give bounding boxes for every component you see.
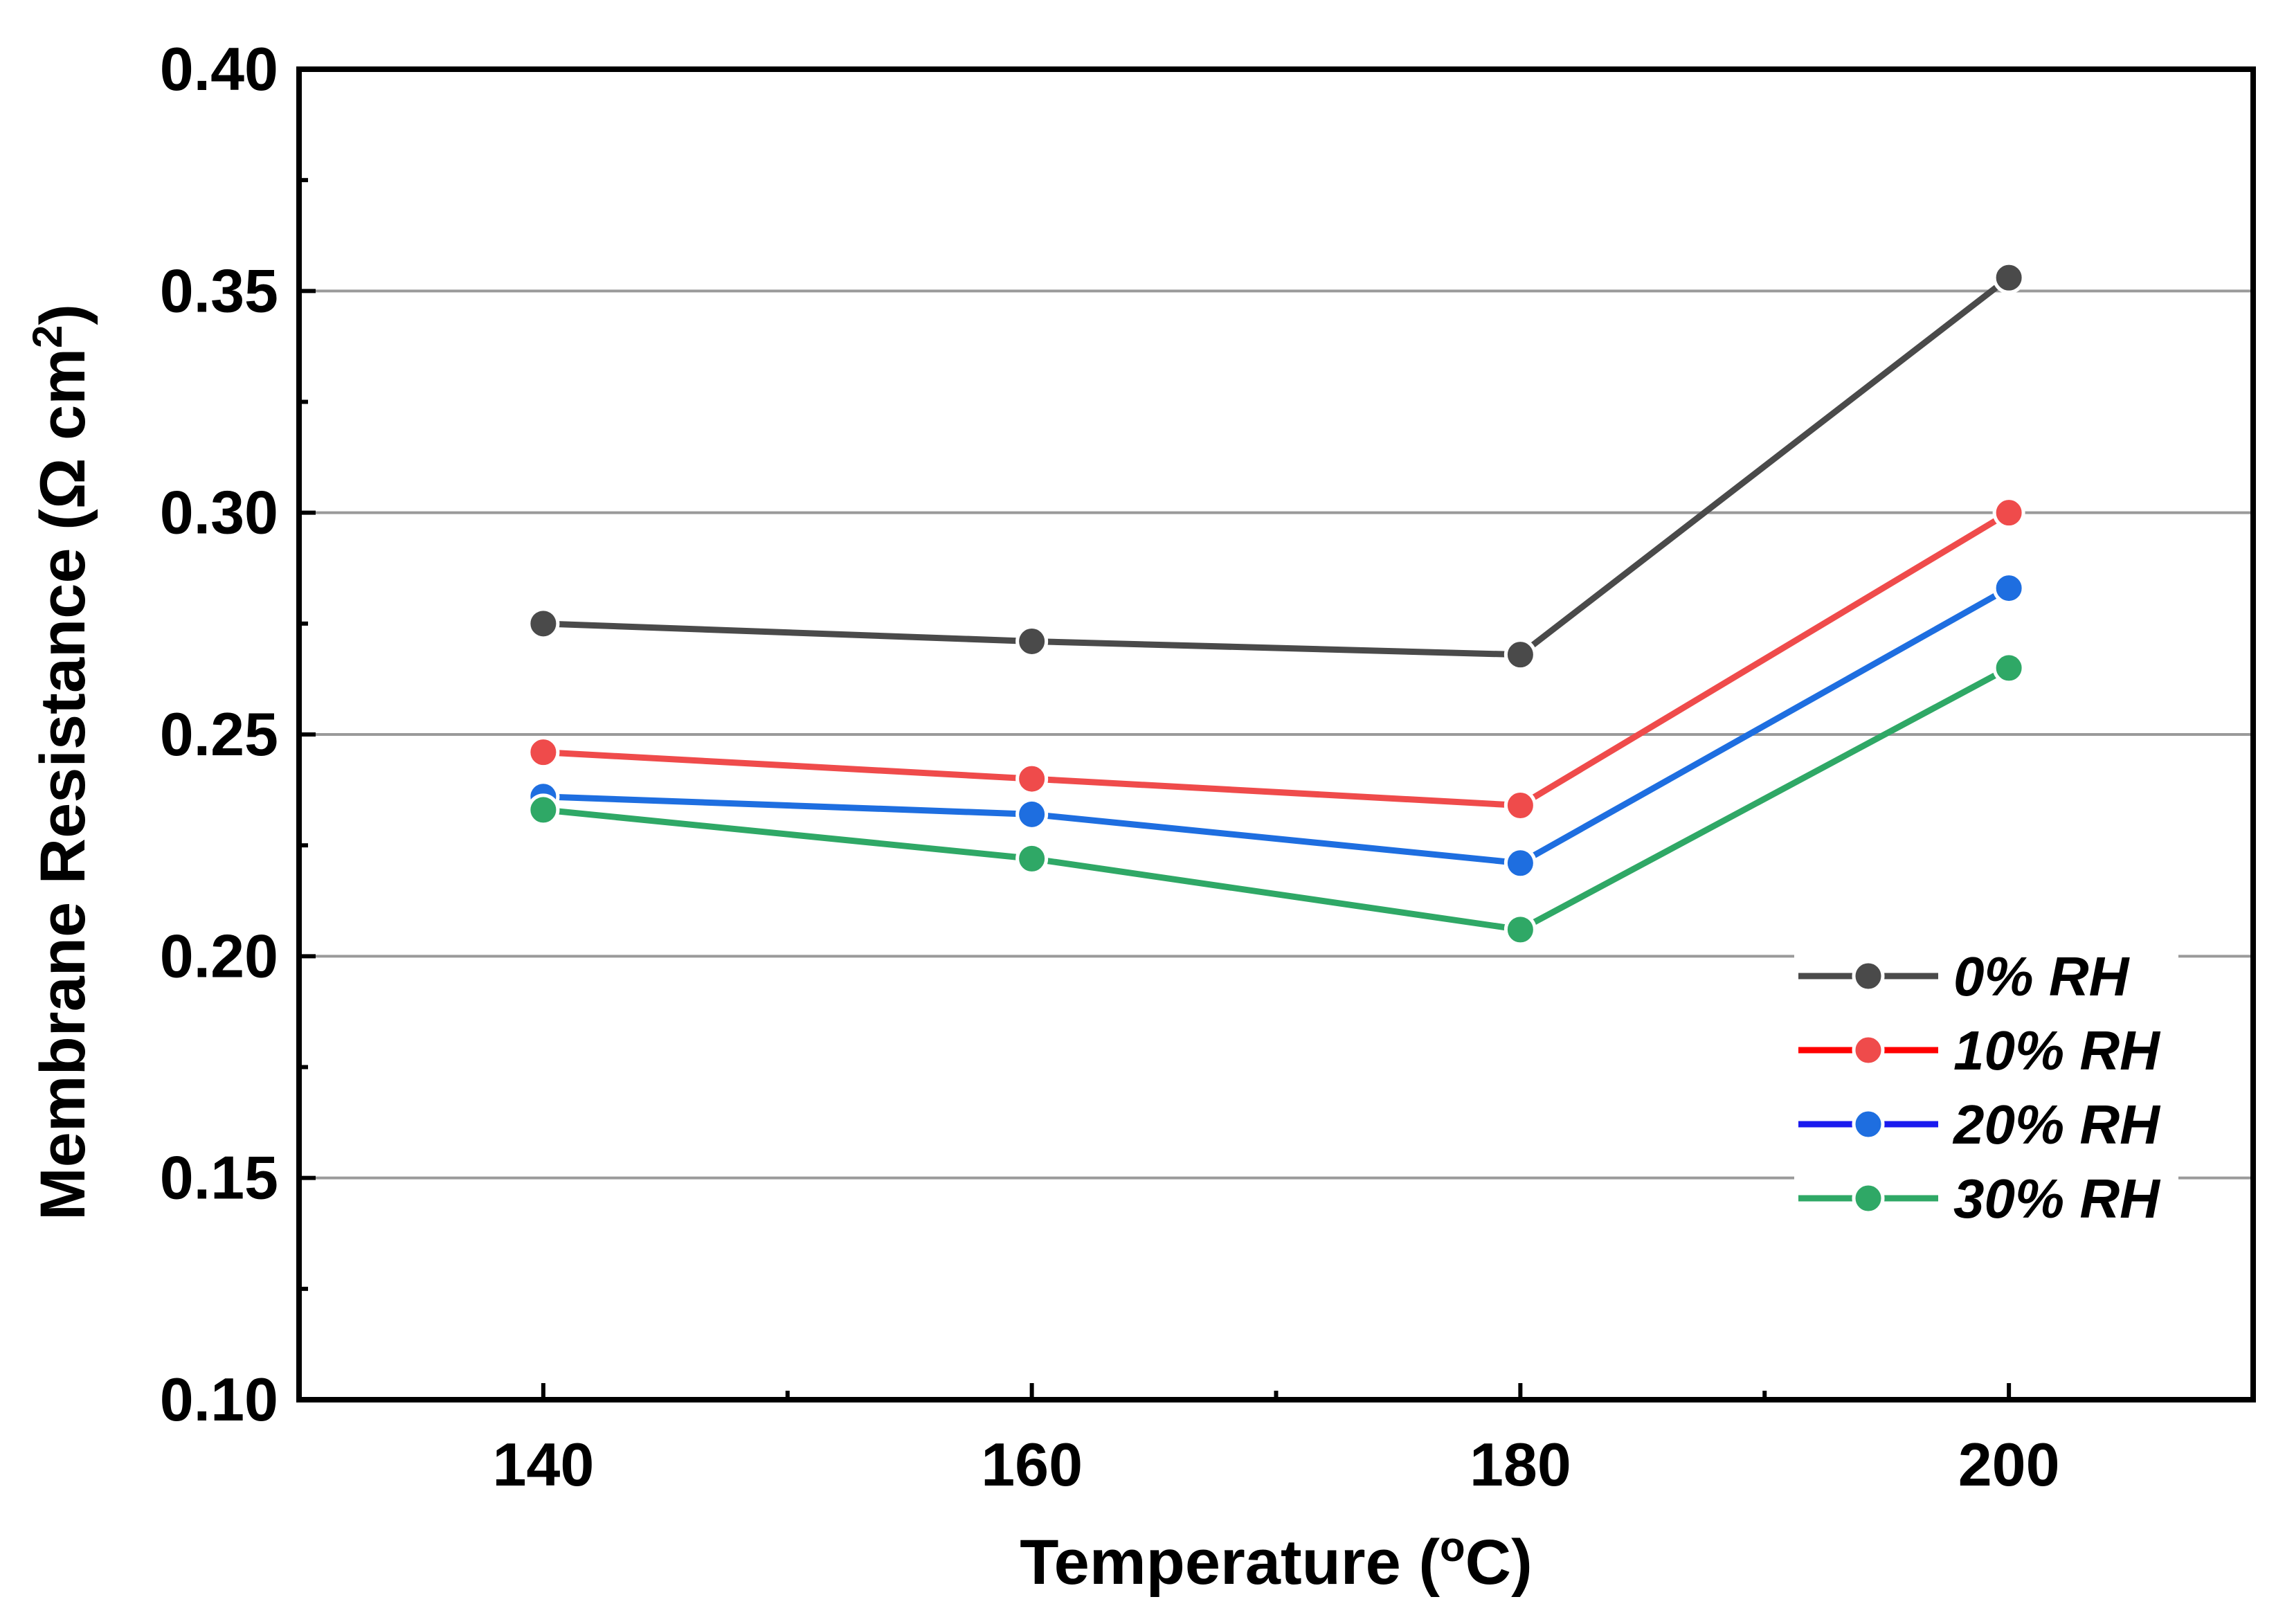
y-tick-label-0.20: 0.20: [160, 921, 278, 990]
legend-marker-0: [1852, 959, 1885, 993]
series-line-1: [543, 509, 2011, 809]
x-axis-title-main: Temperature (: [1020, 1527, 1440, 1598]
legend-label-1: 10% RH: [1953, 1020, 2161, 1081]
series-3: [527, 651, 2025, 946]
data-point: [1503, 847, 1537, 880]
x-axis-title-tail: C): [1465, 1527, 1533, 1598]
y-tick-label-0.15: 0.15: [160, 1144, 278, 1212]
tick-labels: 0.10 0.15 0.20 0.25 0.30 0.35 0.40 140 160 180 200: [160, 35, 2060, 1499]
data-point: [1503, 913, 1537, 946]
axis-ticks: [299, 67, 2012, 1402]
data-point: [1503, 638, 1537, 671]
legend: 0% RH 10% RH 20% RH 30% RH: [1794, 943, 2178, 1229]
y-tick-label-0.30: 0.30: [160, 478, 278, 547]
x-tick-label-180: 180: [1470, 1430, 1571, 1499]
data-point: [1503, 789, 1537, 822]
data-point: [1015, 762, 1049, 795]
data-point: [1992, 572, 2025, 605]
legend-label-0: 0% RH: [1953, 946, 2131, 1007]
legend-label-3: 30% RH: [1953, 1168, 2161, 1229]
x-tick-label-140: 140: [492, 1430, 594, 1499]
series-layer: [527, 261, 2025, 946]
data-point: [527, 607, 560, 640]
data-point: [1015, 842, 1049, 875]
y-tick-label-0.40: 0.40: [160, 35, 278, 103]
x-tick-label-200: 200: [1958, 1430, 2060, 1499]
legend-item-2: 20% RH: [1798, 1094, 2161, 1155]
x-axis-title-sup: o: [1440, 1524, 1465, 1570]
y-tick-label-0.35: 0.35: [160, 256, 278, 325]
legend-item-1: 10% RH: [1798, 1020, 2161, 1081]
data-point: [1015, 797, 1049, 831]
data-point: [1015, 624, 1049, 658]
series-2: [527, 572, 2025, 880]
y-axis-title: Membrane Resistance (Ω cm2): [24, 304, 99, 1220]
legend-marker-3: [1852, 1182, 1885, 1215]
series-line-0: [543, 275, 2011, 658]
data-point: [1992, 651, 2025, 685]
y-tick-label-0.10: 0.10: [160, 1365, 278, 1434]
legend-label-2: 20% RH: [1952, 1094, 2161, 1155]
data-point: [527, 736, 560, 769]
y-tick-label-0.25: 0.25: [160, 700, 278, 768]
legend-item-0: 0% RH: [1798, 946, 2131, 1007]
data-point: [1992, 496, 2025, 530]
series-1: [527, 496, 2025, 822]
legend-marker-1: [1852, 1034, 1885, 1067]
y-axis-title-main: Membrane Resistance (Ω cm: [28, 348, 98, 1220]
legend-item-3: 30% RH: [1798, 1168, 2161, 1229]
series-0: [527, 261, 2025, 671]
series-line-2: [543, 585, 2011, 867]
y-axis-title-sup: 2: [24, 325, 71, 348]
data-point: [527, 793, 560, 827]
series-line-3: [543, 665, 2011, 933]
legend-marker-2: [1852, 1108, 1885, 1141]
x-tick-label-160: 160: [981, 1430, 1083, 1499]
x-axis-title: Temperature (oC): [1020, 1524, 1532, 1598]
y-axis-title-tail: ): [28, 304, 98, 325]
data-point: [1992, 261, 2025, 294]
